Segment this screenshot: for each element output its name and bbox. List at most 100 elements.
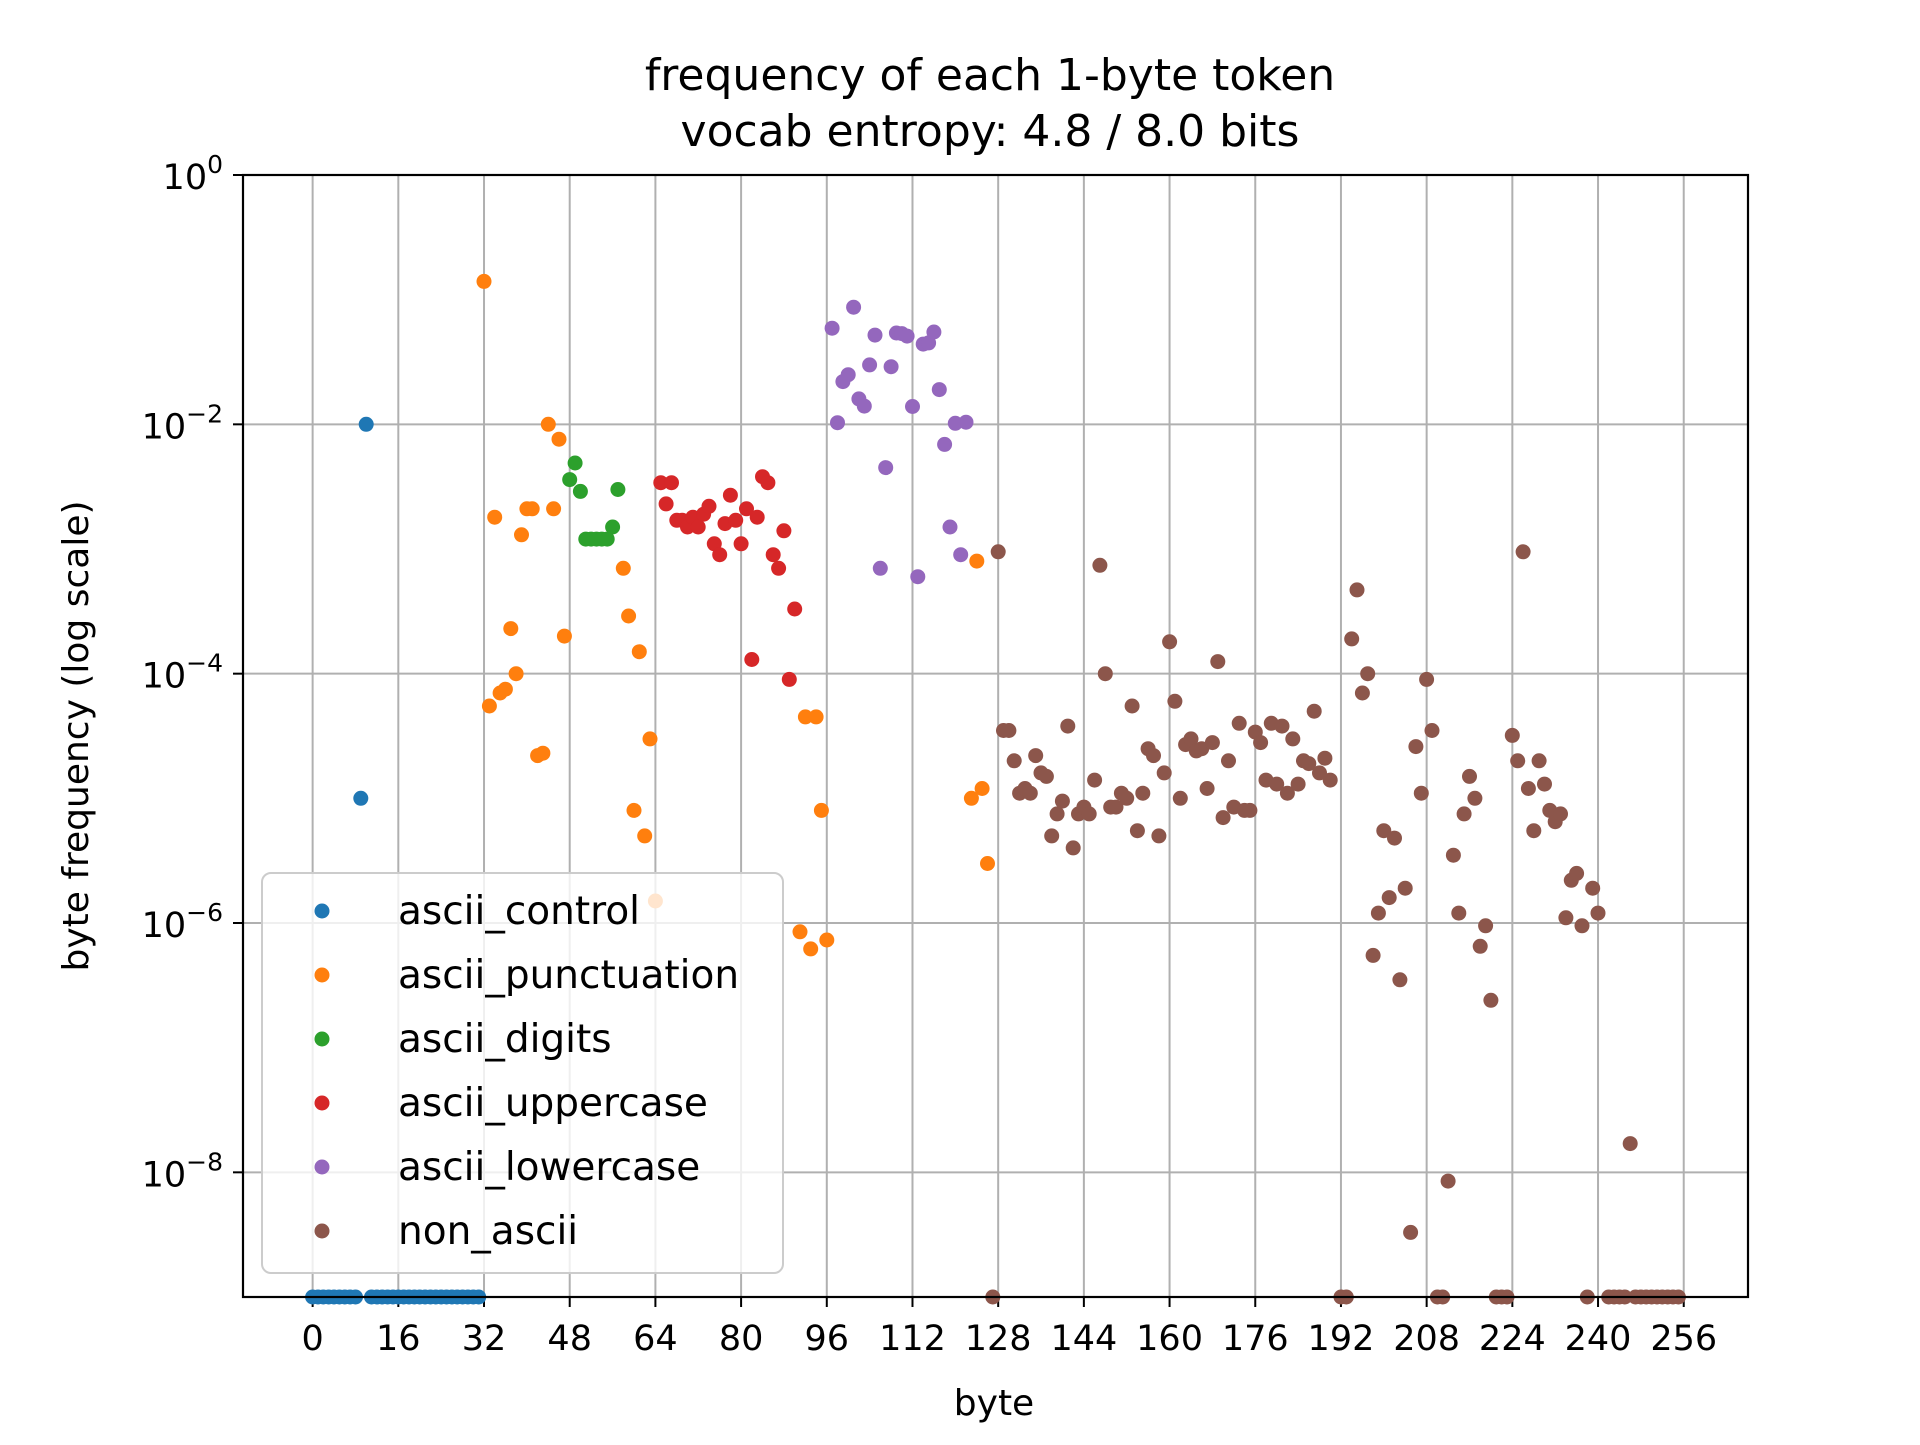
data-point xyxy=(1049,806,1065,822)
data-point xyxy=(808,709,824,725)
series-ascii_uppercase xyxy=(653,469,803,687)
data-point xyxy=(931,382,947,398)
data-point xyxy=(1274,718,1290,734)
legend-box xyxy=(261,872,784,1274)
data-point xyxy=(1558,910,1574,926)
data-point xyxy=(615,560,631,576)
data-point xyxy=(937,436,953,452)
data-point xyxy=(846,299,862,315)
data-point xyxy=(1322,772,1338,788)
data-point xyxy=(856,398,872,414)
data-point xyxy=(776,523,792,539)
data-point xyxy=(1124,698,1140,714)
data-point xyxy=(642,731,658,747)
data-point xyxy=(664,475,679,491)
data-point xyxy=(1156,765,1172,781)
data-point xyxy=(974,781,990,796)
data-point xyxy=(556,628,572,644)
data-point xyxy=(990,544,1006,560)
data-point xyxy=(1478,918,1494,934)
data-point xyxy=(497,681,513,697)
data-point xyxy=(487,509,503,525)
legend-marker xyxy=(314,1159,330,1175)
data-point xyxy=(1146,748,1161,764)
data-point xyxy=(1022,785,1038,801)
data-point xyxy=(1183,731,1199,747)
data-point xyxy=(562,472,578,488)
data-point xyxy=(883,359,899,375)
data-point xyxy=(524,501,540,517)
data-point xyxy=(1467,790,1483,806)
y-axis-label: byte frequency (log scale) xyxy=(56,500,97,971)
data-point xyxy=(1440,1173,1456,1189)
data-point xyxy=(803,941,819,957)
data-point xyxy=(792,924,808,940)
data-point xyxy=(1590,905,1606,921)
data-point xyxy=(567,455,583,471)
y-tick-label: 10−8 xyxy=(142,1147,223,1195)
data-point xyxy=(1253,735,1269,751)
data-point xyxy=(942,519,958,535)
data-point xyxy=(508,666,524,682)
data-point xyxy=(1553,806,1568,822)
data-point xyxy=(540,416,556,432)
legend-marker xyxy=(314,967,330,983)
y-tick-label: 10−2 xyxy=(142,399,223,447)
data-point xyxy=(722,487,738,503)
data-point xyxy=(1044,828,1060,844)
data-point xyxy=(1172,790,1188,806)
legend-marker xyxy=(314,1031,330,1047)
data-point xyxy=(1204,735,1220,751)
series-non_ascii xyxy=(985,544,1686,1305)
data-point xyxy=(1285,731,1301,747)
data-point xyxy=(1392,972,1408,988)
data-point xyxy=(1006,753,1022,769)
data-point xyxy=(1199,781,1215,796)
data-point xyxy=(1210,654,1226,670)
data-point xyxy=(658,496,674,512)
data-point xyxy=(926,324,942,340)
data-point xyxy=(1038,768,1054,784)
data-point xyxy=(760,475,776,491)
x-tick-label: 240 xyxy=(1565,1319,1632,1359)
data-point xyxy=(867,327,883,343)
data-point xyxy=(830,415,845,431)
data-point xyxy=(1537,776,1552,792)
x-tick-label: 80 xyxy=(719,1319,764,1359)
data-point xyxy=(1001,723,1017,738)
data-point xyxy=(1269,776,1285,792)
data-point xyxy=(739,501,754,517)
data-point xyxy=(1060,718,1076,734)
x-tick-label: 160 xyxy=(1136,1319,1203,1359)
legend-label: ascii_digits xyxy=(398,1017,612,1062)
data-point xyxy=(476,273,492,289)
data-point xyxy=(781,671,797,687)
data-point xyxy=(1370,905,1386,921)
data-point xyxy=(1419,671,1435,687)
data-point xyxy=(1376,823,1392,839)
legend-label: ascii_control xyxy=(398,889,640,934)
data-point xyxy=(1119,790,1135,806)
data-point xyxy=(765,547,781,563)
chart-title: frequency of each 1-byte token xyxy=(645,50,1335,101)
data-point xyxy=(1483,992,1499,1008)
data-point xyxy=(1526,823,1542,839)
data-point xyxy=(1108,799,1124,815)
x-tick-label: 0 xyxy=(301,1319,323,1359)
series-ascii_lowercase xyxy=(824,299,974,585)
data-point xyxy=(787,601,803,617)
data-point xyxy=(771,560,787,576)
data-point xyxy=(1585,880,1601,896)
data-point xyxy=(1081,806,1097,822)
data-point xyxy=(1092,557,1108,573)
data-point xyxy=(1301,756,1317,772)
legend-label: non_ascii xyxy=(398,1209,578,1254)
data-point xyxy=(980,856,995,871)
data-point xyxy=(1472,938,1488,954)
data-point xyxy=(599,531,615,547)
data-point xyxy=(733,536,749,552)
data-point xyxy=(744,652,760,667)
legend-marker xyxy=(314,1223,330,1239)
